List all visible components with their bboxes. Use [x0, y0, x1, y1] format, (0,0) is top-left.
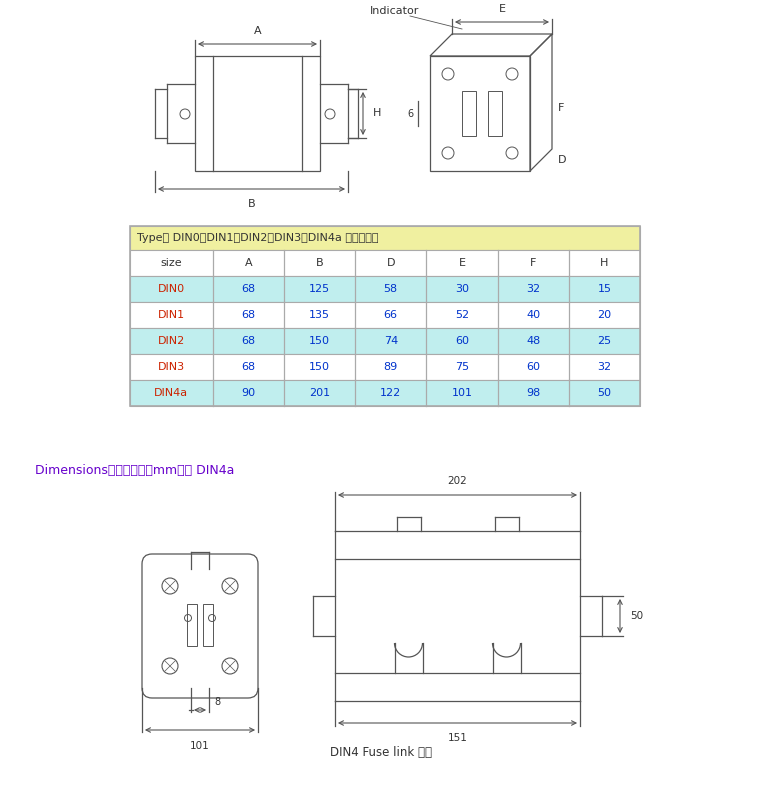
Text: 32: 32 — [526, 284, 540, 294]
Text: 68: 68 — [242, 362, 255, 372]
Text: 75: 75 — [455, 362, 469, 372]
Text: H: H — [373, 109, 381, 118]
Text: 60: 60 — [455, 336, 469, 346]
Text: DIN0: DIN0 — [158, 284, 185, 294]
Bar — [130, 354, 640, 380]
Text: 58: 58 — [384, 284, 398, 294]
Text: size: size — [161, 258, 182, 268]
Text: Type： DIN0、DIN1、DIN2、DIN3、DIN4a 尺寸示意图: Type： DIN0、DIN1、DIN2、DIN3、DIN4a 尺寸示意图 — [137, 233, 379, 243]
Text: Indicator: Indicator — [370, 6, 419, 16]
Bar — [130, 328, 640, 354]
Bar — [488, 91, 502, 136]
Text: 66: 66 — [384, 310, 398, 320]
Text: DIN4a: DIN4a — [154, 388, 188, 398]
Text: 151: 151 — [447, 733, 467, 743]
Bar — [130, 250, 640, 276]
Text: A: A — [254, 26, 261, 36]
Bar — [130, 226, 640, 406]
Text: B: B — [315, 258, 323, 268]
Text: 68: 68 — [242, 310, 255, 320]
Bar — [130, 302, 640, 328]
Text: 89: 89 — [383, 362, 398, 372]
Text: D: D — [386, 258, 395, 268]
Text: F: F — [530, 258, 536, 268]
Text: E: E — [498, 4, 505, 14]
Text: 48: 48 — [526, 336, 540, 346]
Text: 20: 20 — [597, 310, 611, 320]
Text: 101: 101 — [451, 388, 472, 398]
Text: 52: 52 — [455, 310, 469, 320]
Text: 122: 122 — [380, 388, 402, 398]
Text: 60: 60 — [527, 362, 540, 372]
Text: 6: 6 — [408, 109, 414, 119]
Text: A: A — [245, 258, 252, 268]
Text: 50: 50 — [630, 611, 643, 621]
Bar — [430, 56, 530, 171]
Text: H: H — [600, 258, 609, 268]
Text: 68: 68 — [242, 336, 255, 346]
Text: B: B — [248, 199, 255, 209]
Text: E: E — [459, 258, 466, 268]
Bar — [130, 226, 640, 250]
Text: 50: 50 — [597, 388, 611, 398]
Bar — [195, 56, 320, 171]
Text: 32: 32 — [597, 362, 611, 372]
Text: 202: 202 — [447, 476, 467, 486]
Text: 74: 74 — [383, 336, 398, 346]
Text: 125: 125 — [309, 284, 330, 294]
Bar — [130, 380, 640, 406]
Bar — [187, 604, 197, 646]
Bar — [462, 91, 476, 136]
Text: 30: 30 — [455, 284, 469, 294]
Text: DIN2: DIN2 — [158, 336, 185, 346]
Text: 201: 201 — [309, 388, 330, 398]
Bar — [130, 276, 640, 302]
Text: 98: 98 — [526, 388, 540, 398]
Text: DIN1: DIN1 — [158, 310, 185, 320]
Bar — [203, 604, 213, 646]
Text: 15: 15 — [597, 284, 611, 294]
Text: D: D — [558, 155, 566, 165]
Text: 25: 25 — [597, 336, 611, 346]
Text: 90: 90 — [242, 388, 255, 398]
Text: DIN3: DIN3 — [158, 362, 185, 372]
Text: 8: 8 — [214, 697, 220, 707]
Text: F: F — [558, 103, 565, 113]
Text: 101: 101 — [190, 741, 210, 751]
Text: 150: 150 — [309, 362, 330, 372]
Text: Dimensions安装尺寸图（mm）： DIN4a: Dimensions安装尺寸图（mm）： DIN4a — [35, 465, 235, 478]
Text: 40: 40 — [526, 310, 540, 320]
Text: DIN4 Fuse link 熔体: DIN4 Fuse link 熔体 — [330, 746, 432, 759]
Text: 68: 68 — [242, 284, 255, 294]
Text: 135: 135 — [309, 310, 330, 320]
Text: 150: 150 — [309, 336, 330, 346]
